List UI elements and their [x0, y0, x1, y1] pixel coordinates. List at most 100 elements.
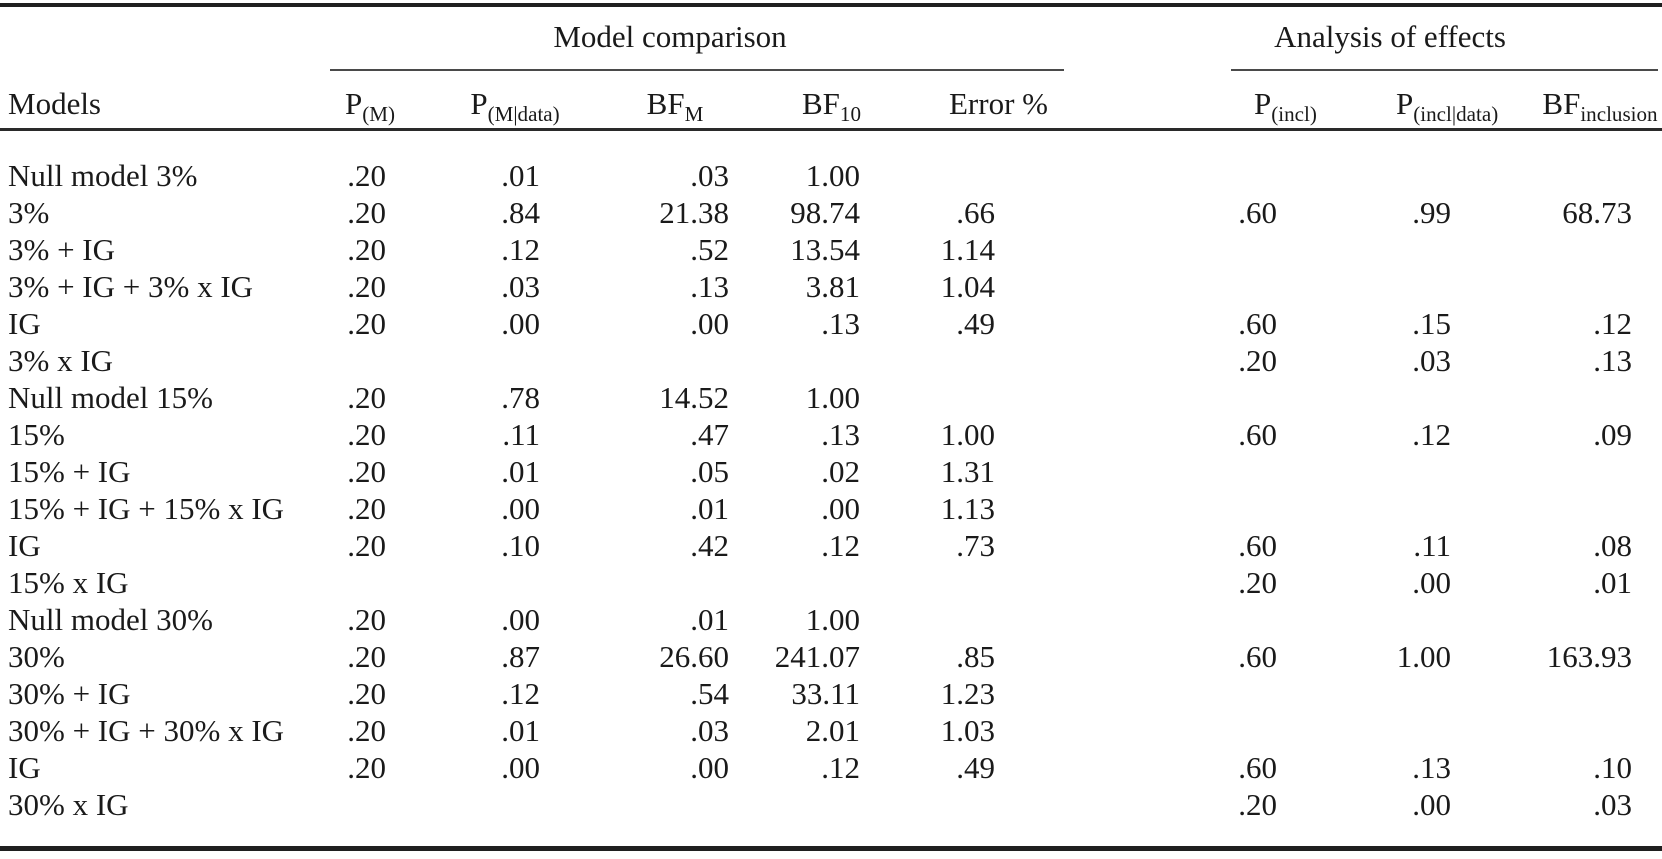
cell-model: 15% + IG — [8, 453, 131, 489]
cell-p-incl: .20 — [1238, 786, 1277, 822]
cell-p-m — [310, 342, 410, 379]
cell-bf-inclusion: 163.93 — [1546, 638, 1632, 674]
column-header-models: Models — [0, 85, 310, 131]
analysis-of-effects-group-rule — [1231, 69, 1658, 71]
header-subscript: (M) — [362, 101, 396, 126]
cell-bf-m: .01 — [690, 601, 729, 637]
cell-p-incl: .20 — [1238, 342, 1277, 378]
gap-cell — [1015, 564, 1160, 601]
cell-p-incl: .60 — [1238, 194, 1277, 230]
cell-bf-m: 21.38 — [659, 194, 729, 230]
cell-p-m-data: .00 — [501, 749, 540, 785]
header-base: BF — [1542, 85, 1581, 121]
table-row: IG .20 .00 .00 .12 .49 .60 .13 .10 — [0, 749, 1662, 786]
header-subscript: (incl|data) — [1413, 101, 1499, 126]
cell-p-m-data — [410, 342, 560, 379]
cell-p-m: .20 — [347, 749, 386, 785]
cell-p-m-data: .01 — [501, 157, 540, 193]
cell-p-incl — [1160, 379, 1300, 416]
cell-bf-10: 98.74 — [790, 194, 860, 230]
cell-model: 30% + IG + 30% x IG — [8, 712, 285, 748]
cell-p-incl — [1160, 231, 1300, 268]
data-table: Models P(M) P(M|data) BFM BF10 Error % — [0, 85, 1662, 823]
cell-p-m: .20 — [347, 268, 386, 304]
table-row: 3% + IG + 3% x IG .20 .03 .13 3.81 1.04 — [0, 268, 1662, 305]
cell-error-pct: .49 — [956, 749, 995, 785]
cell-p-m: .20 — [347, 712, 386, 748]
cell-p-incl-data — [1300, 157, 1472, 194]
gap-cell — [1015, 527, 1160, 564]
header-base: BF — [646, 85, 685, 121]
cell-p-incl-data — [1300, 712, 1472, 749]
header-label: Error % — [949, 85, 1048, 121]
cell-model: 3% x IG — [8, 342, 114, 378]
cell-p-m: .20 — [347, 416, 386, 452]
cell-bf-inclusion — [1472, 712, 1662, 749]
cell-bf-inclusion: .08 — [1593, 527, 1632, 563]
header-base: BF — [802, 85, 840, 121]
table-row: 3% x IG .20 .03 .13 — [0, 342, 1662, 379]
cell-p-m-data: .01 — [501, 712, 540, 748]
table-row: 30% x IG .20 .00 .03 — [0, 786, 1662, 823]
gap-cell — [1015, 490, 1160, 527]
cell-p-m-data: .00 — [501, 305, 540, 341]
table-row: 3% + IG .20 .12 .52 13.54 1.14 — [0, 231, 1662, 268]
cell-model: 30% + IG — [8, 675, 131, 711]
cell-error-pct — [875, 379, 1015, 416]
table-bottom-rule — [0, 846, 1662, 851]
cell-p-m-data: .12 — [501, 231, 540, 267]
cell-bf-inclusion — [1472, 601, 1662, 638]
cell-bf-m: .01 — [690, 490, 729, 526]
cell-p-incl-data: .00 — [1412, 564, 1451, 600]
cell-p-m-data — [410, 786, 560, 823]
cell-error-pct — [875, 157, 1015, 194]
cell-error-pct: .85 — [956, 638, 995, 674]
table-row: Null model 3% .20 .01 .03 1.00 — [0, 157, 1662, 194]
cell-p-incl — [1160, 712, 1300, 749]
cell-p-incl: .20 — [1238, 564, 1277, 600]
cell-bf-10: 1.00 — [805, 157, 860, 193]
cell-bf-10: .13 — [821, 305, 860, 341]
table-top-rule — [0, 3, 1662, 7]
cell-bf-m: 14.52 — [659, 379, 729, 415]
cell-bf-10: 13.54 — [790, 231, 860, 267]
cell-p-incl-data — [1300, 268, 1472, 305]
cell-p-incl-data: .00 — [1412, 786, 1451, 822]
cell-p-incl: .60 — [1238, 527, 1277, 563]
column-header-p-incl-data: P(incl|data) — [1300, 85, 1498, 131]
cell-error-pct: 1.14 — [940, 231, 995, 267]
cell-p-m-data: .78 — [501, 379, 540, 415]
cell-p-m: .20 — [347, 527, 386, 563]
cell-bf-inclusion — [1472, 453, 1662, 490]
cell-error-pct: .73 — [956, 527, 995, 563]
cell-p-m-data: .01 — [501, 453, 540, 489]
table-row: 30% + IG + 30% x IG .20 .01 .03 2.01 1.03 — [0, 712, 1662, 749]
cell-model: Null model 3% — [8, 157, 198, 193]
cell-model: 15% + IG + 15% x IG — [8, 490, 285, 526]
cell-p-m-data — [410, 564, 560, 601]
column-header-bf-10: BF10 — [740, 85, 875, 131]
spanner-model-comparison: Model comparison — [553, 19, 787, 54]
header-base: P — [470, 85, 488, 121]
cell-bf-m: .13 — [690, 268, 729, 304]
gap-cell — [1015, 453, 1160, 490]
cell-p-incl-data — [1300, 453, 1472, 490]
cell-p-incl-data: .12 — [1412, 416, 1451, 452]
cell-p-m: .20 — [347, 379, 386, 415]
cell-bf-m: .47 — [690, 416, 729, 452]
cell-model: 30% — [8, 638, 65, 674]
header-spacer — [0, 129, 1662, 157]
cell-model: 3% + IG + 3% x IG — [8, 268, 254, 304]
table-row: Null model 15% .20 .78 14.52 1.00 — [0, 379, 1662, 416]
cell-model: IG — [8, 527, 41, 563]
cell-bf-inclusion — [1472, 490, 1662, 527]
table-row: 30% + IG .20 .12 .54 33.11 1.23 — [0, 675, 1662, 712]
cell-p-incl — [1160, 157, 1300, 194]
cell-p-incl: .60 — [1238, 749, 1277, 785]
cell-model: 30% x IG — [8, 786, 129, 822]
header-base: P — [1254, 85, 1272, 121]
cell-p-m-data: .00 — [501, 490, 540, 526]
cell-bf-10 — [740, 342, 875, 379]
cell-bf-m: .52 — [690, 231, 729, 267]
